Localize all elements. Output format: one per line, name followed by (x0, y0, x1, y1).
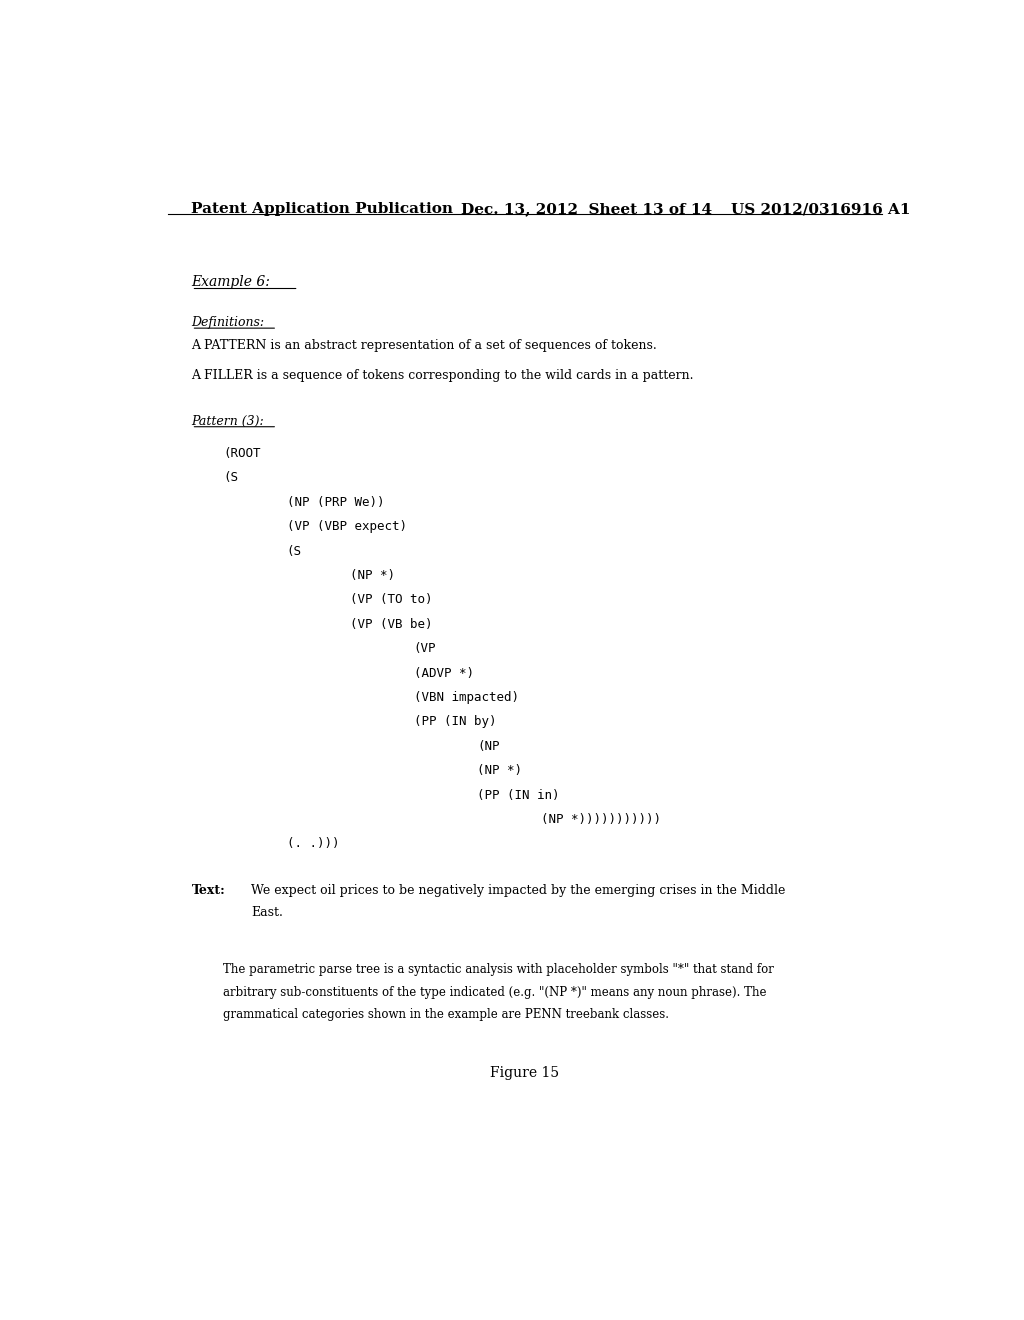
Text: (NP *): (NP *) (477, 764, 522, 777)
Text: Pattern (3):: Pattern (3): (191, 414, 264, 428)
Text: (. .))): (. .))) (287, 837, 339, 850)
Text: (PP (IN in): (PP (IN in) (477, 788, 560, 801)
Text: Definitions:: Definitions: (191, 315, 264, 329)
Text: (VP (TO to): (VP (TO to) (350, 594, 433, 606)
Text: We expect oil prices to be negatively impacted by the emerging crises in the Mid: We expect oil prices to be negatively im… (251, 884, 785, 898)
Text: (ADVP *): (ADVP *) (414, 667, 474, 680)
Text: Patent Application Publication: Patent Application Publication (191, 202, 454, 216)
Text: East.: East. (251, 907, 283, 920)
Text: (NP (PRP We)): (NP (PRP We)) (287, 496, 384, 508)
Text: Text:: Text: (191, 884, 225, 898)
Text: (NP: (NP (477, 739, 500, 752)
Text: (VBN impacted): (VBN impacted) (414, 690, 519, 704)
Text: Example 6:: Example 6: (191, 276, 270, 289)
Text: (VP: (VP (414, 643, 436, 655)
Text: (S: (S (287, 545, 302, 557)
Text: Dec. 13, 2012  Sheet 13 of 14: Dec. 13, 2012 Sheet 13 of 14 (461, 202, 713, 216)
Text: arbitrary sub-constituents of the type indicated (e.g. "(NP *)" means any noun p: arbitrary sub-constituents of the type i… (223, 986, 767, 999)
Text: grammatical categories shown in the example are PENN treebank classes.: grammatical categories shown in the exam… (223, 1008, 670, 1022)
Text: US 2012/0316916 A1: US 2012/0316916 A1 (731, 202, 910, 216)
Text: (VP (VBP expect): (VP (VBP expect) (287, 520, 407, 533)
Text: (ROOT: (ROOT (223, 447, 261, 461)
Text: A FILLER is a sequence of tokens corresponding to the wild cards in a pattern.: A FILLER is a sequence of tokens corresp… (191, 368, 694, 381)
Text: (NP *): (NP *) (350, 569, 395, 582)
Text: (VP (VB be): (VP (VB be) (350, 618, 433, 631)
Text: A PATTERN is an abstract representation of a set of sequences of tokens.: A PATTERN is an abstract representation … (191, 339, 657, 352)
Text: Figure 15: Figure 15 (490, 1067, 559, 1080)
Text: (S: (S (223, 471, 239, 484)
Text: (NP *))))))))))): (NP *))))))))))) (541, 813, 660, 826)
Text: (PP (IN by): (PP (IN by) (414, 715, 497, 729)
Text: The parametric parse tree is a syntactic analysis with placeholder symbols "*" t: The parametric parse tree is a syntactic… (223, 964, 774, 977)
